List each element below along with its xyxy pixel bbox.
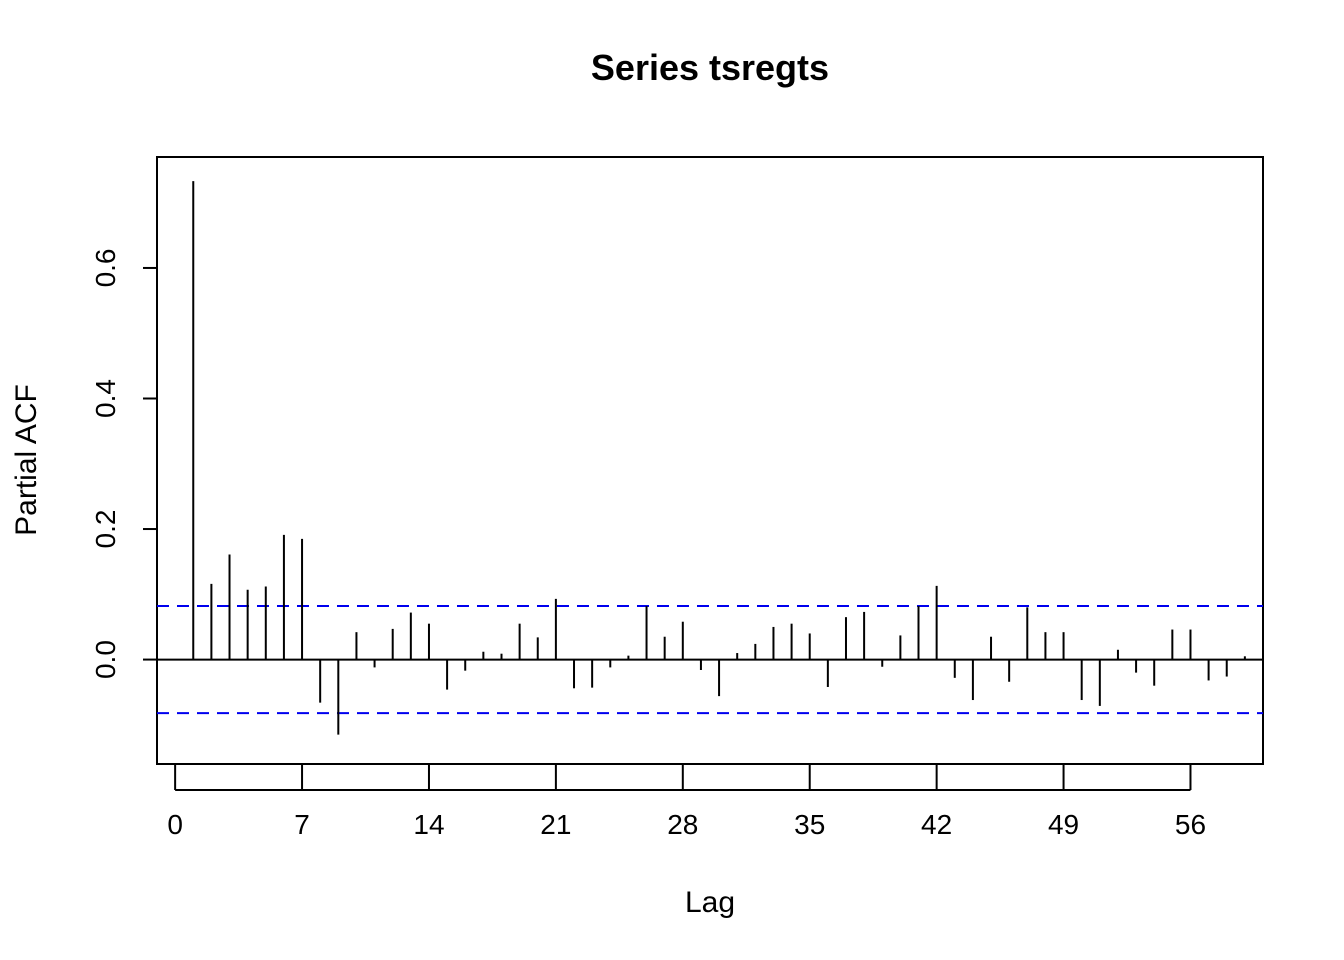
y-tick-label: 0.4 xyxy=(90,379,121,418)
y-axis: 0.0 0.2 0.4 0.6 xyxy=(90,248,158,679)
x-tick-label: 35 xyxy=(794,809,825,840)
x-tick-label: 56 xyxy=(1175,809,1206,840)
plot-frame xyxy=(156,156,1264,765)
x-axis: 0 7 14 21 28 35 42 49 56 xyxy=(167,764,1206,840)
y-tick-label: 0.6 xyxy=(90,248,121,287)
chart-title: Series tsregts xyxy=(591,47,829,88)
x-tick-label: 0 xyxy=(167,809,183,840)
y-tick-label: 0.2 xyxy=(90,510,121,549)
pacf-bars xyxy=(157,181,1264,735)
x-tick-label: 28 xyxy=(667,809,698,840)
y-tick-label: 0.0 xyxy=(90,640,121,679)
x-axis-label: Lag xyxy=(685,886,735,919)
x-tick-label: 49 xyxy=(1048,809,1079,840)
y-axis-label: Partial ACF xyxy=(10,384,43,536)
x-tick-label: 14 xyxy=(413,809,444,840)
x-tick-label: 21 xyxy=(540,809,571,840)
x-tick-label: 42 xyxy=(921,809,952,840)
x-tick-label: 7 xyxy=(294,809,310,840)
